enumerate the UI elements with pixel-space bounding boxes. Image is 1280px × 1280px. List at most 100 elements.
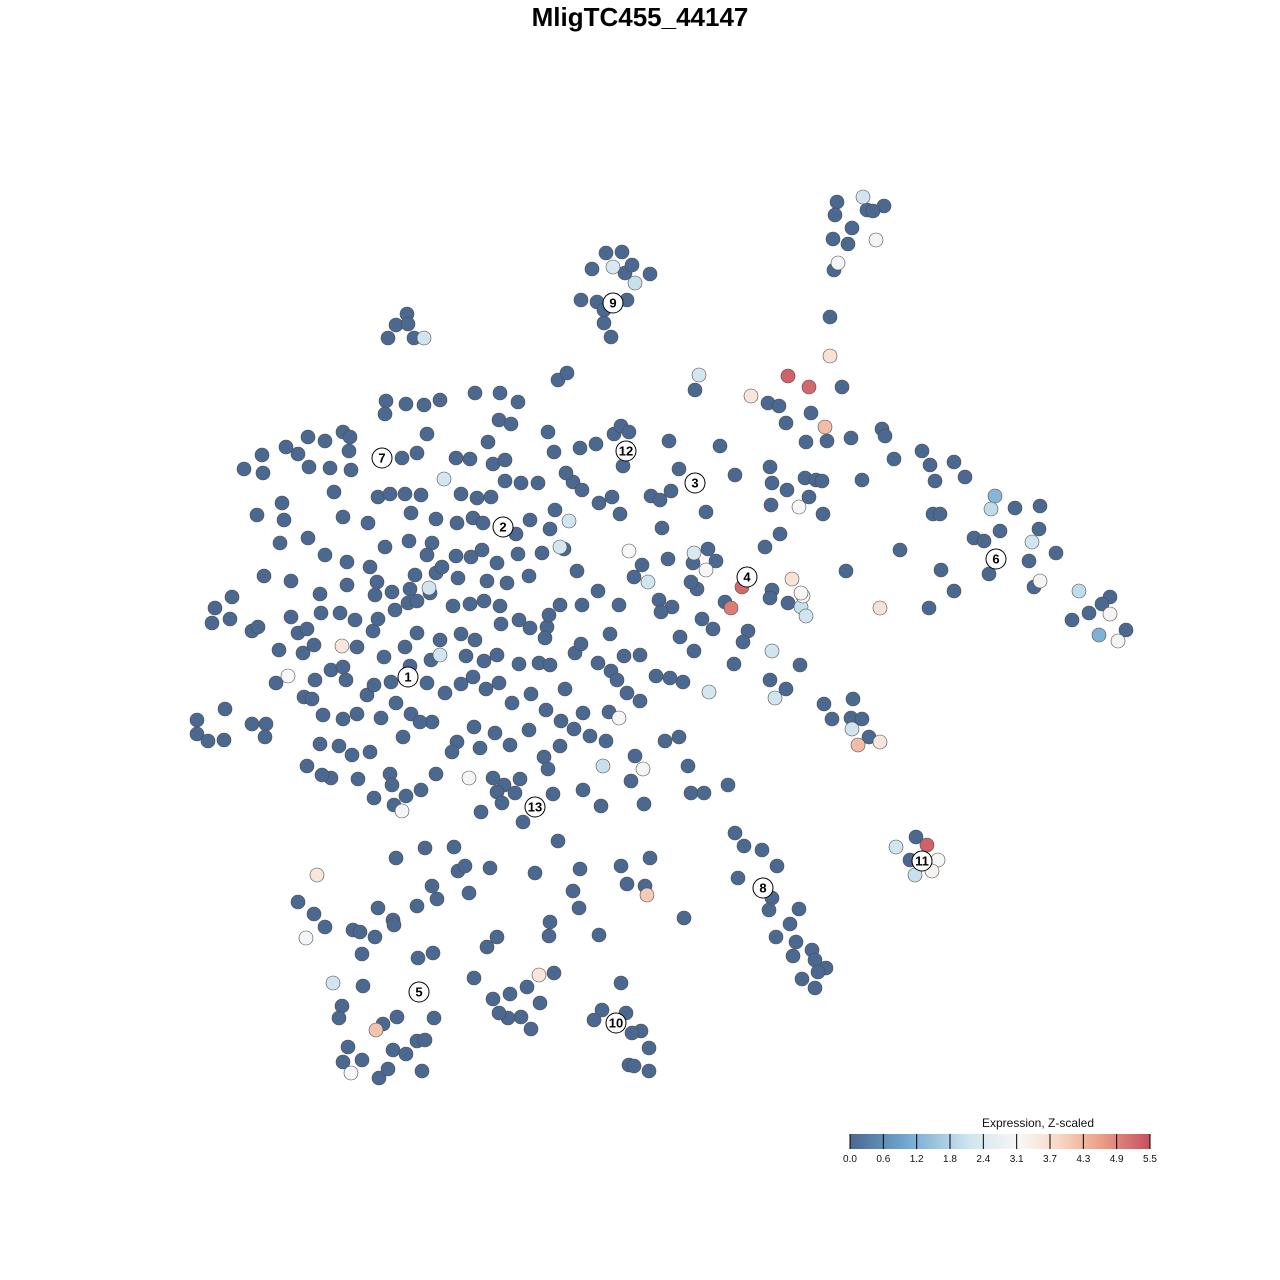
data-point <box>419 675 435 691</box>
data-point <box>476 653 492 669</box>
cluster-label: 5 <box>408 981 430 1003</box>
data-point <box>764 643 780 659</box>
data-point <box>671 729 687 745</box>
data-point <box>794 971 810 987</box>
data-point <box>1064 612 1080 628</box>
colorbar <box>850 1134 1150 1149</box>
data-point <box>469 490 485 506</box>
data-point <box>683 785 699 801</box>
data-point <box>295 645 311 661</box>
cluster-label-text: 10 <box>609 1016 623 1031</box>
data-point <box>538 702 554 718</box>
data-point <box>641 1063 657 1079</box>
data-point <box>588 436 604 452</box>
data-point <box>872 600 888 616</box>
data-point <box>299 758 315 774</box>
data-point <box>429 891 445 907</box>
data-point <box>491 675 507 691</box>
data-point <box>602 626 618 642</box>
data-point <box>448 450 464 466</box>
data-point <box>334 638 350 654</box>
data-point <box>453 676 469 692</box>
data-point <box>694 611 710 627</box>
data-point <box>921 600 937 616</box>
data-point <box>493 616 509 632</box>
data-point <box>1024 534 1040 550</box>
data-point <box>1032 573 1048 589</box>
data-point <box>778 681 794 697</box>
data-point <box>510 546 526 562</box>
cluster-label-text: 8 <box>759 881 766 896</box>
data-point <box>1048 545 1064 561</box>
data-point <box>499 575 515 591</box>
data-point <box>315 707 331 723</box>
data-point <box>492 598 508 614</box>
data-point <box>572 440 588 456</box>
data-point <box>779 482 795 498</box>
data-point <box>919 837 935 853</box>
data-point <box>350 771 366 787</box>
data-point <box>593 798 609 814</box>
colorbar-tick-label: 3.1 <box>1010 1154 1024 1165</box>
data-point <box>814 473 830 489</box>
data-point <box>461 770 477 786</box>
data-point <box>552 738 568 754</box>
data-point <box>502 986 518 1002</box>
data-point <box>309 867 325 883</box>
data-point <box>413 487 429 503</box>
data-point <box>204 615 220 631</box>
data-point <box>380 330 396 346</box>
data-point <box>627 275 643 291</box>
data-point <box>492 385 508 401</box>
data-point <box>386 917 402 933</box>
data-point <box>552 539 568 555</box>
data-point <box>445 598 461 614</box>
colorbar-tick-label: 5.5 <box>1143 1154 1157 1165</box>
data-point <box>720 777 736 793</box>
data-point <box>663 483 679 499</box>
cluster-label-text: 4 <box>743 570 751 585</box>
data-point <box>621 543 637 559</box>
cluster-label: 11 <box>911 850 933 872</box>
cluster-label-text: 1 <box>404 670 411 685</box>
data-point <box>448 548 464 564</box>
data-point <box>522 512 538 528</box>
data-point <box>571 900 587 916</box>
data-point <box>278 439 294 455</box>
data-point <box>523 686 539 702</box>
data-point <box>409 445 425 461</box>
data-point <box>276 512 292 528</box>
data-point <box>769 858 785 874</box>
data-point <box>1081 605 1097 621</box>
data-point <box>462 451 478 467</box>
data-point <box>449 515 465 531</box>
data-point <box>258 716 274 732</box>
data-point <box>582 728 598 744</box>
data-point <box>614 244 630 260</box>
data-point <box>542 914 558 930</box>
data-point <box>1071 583 1087 599</box>
data-point <box>834 379 850 395</box>
data-point <box>1021 553 1037 569</box>
data-point <box>623 773 639 789</box>
data-point <box>371 1070 387 1086</box>
data-point <box>217 701 233 717</box>
colorbar-tick-label: 1.8 <box>943 1154 957 1165</box>
data-point <box>370 489 386 505</box>
data-point <box>791 901 807 917</box>
data-point <box>613 975 629 991</box>
cluster-label: 12 <box>615 440 637 462</box>
data-point <box>574 482 590 498</box>
data-point <box>400 316 416 332</box>
data-point <box>946 454 962 470</box>
data-point <box>798 434 814 450</box>
data-point <box>532 995 548 1011</box>
data-point <box>489 929 505 945</box>
data-point <box>987 488 1003 504</box>
data-point <box>510 394 526 410</box>
data-point <box>590 655 606 671</box>
data-point <box>767 690 783 706</box>
cluster-label-badge <box>492 516 514 538</box>
data-point <box>256 568 272 584</box>
data-point <box>584 261 600 277</box>
